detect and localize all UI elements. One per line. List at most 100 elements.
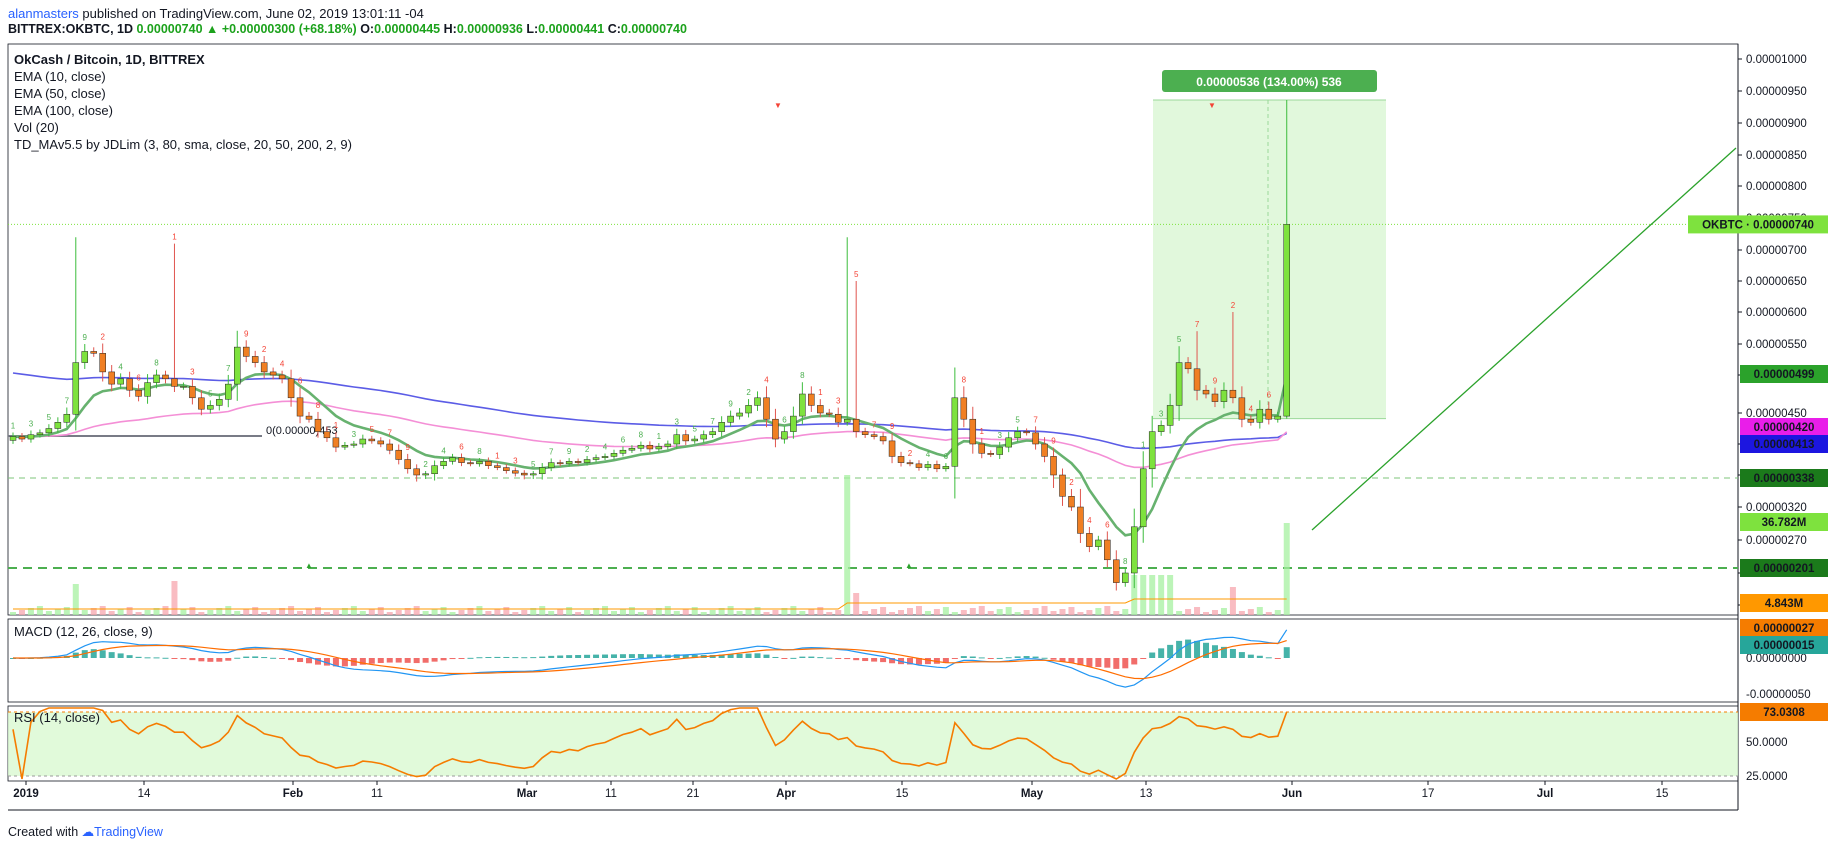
- macd-histogram-bar: [1194, 640, 1201, 658]
- macd-histogram-bar: [135, 656, 142, 658]
- td-count-label: 9: [1051, 437, 1056, 446]
- price-tick-label: 0.00000900: [1746, 118, 1807, 130]
- macd-histogram-bar: [521, 657, 528, 659]
- macd-histogram-bar: [1256, 655, 1263, 658]
- candle-body: [960, 397, 968, 420]
- candle-body: [521, 472, 528, 476]
- macd-histogram-bar: [243, 656, 250, 658]
- candle: [1265, 401, 1273, 425]
- candle-body: [458, 457, 465, 463]
- td-count-label: 4: [926, 450, 931, 459]
- td-count-label: 1: [495, 452, 500, 461]
- macd-histogram-bar: [341, 658, 348, 667]
- support-lower-price-label-bg: [1740, 559, 1828, 577]
- candle: [924, 460, 932, 471]
- volume-bar: [225, 606, 232, 615]
- candle-body: [45, 428, 53, 434]
- candle-body: [1122, 572, 1129, 583]
- ema50-price-label-text: 0.00000420: [1754, 422, 1815, 434]
- candle: [99, 343, 106, 382]
- candle-body: [180, 386, 187, 388]
- volume-bar: [54, 609, 61, 615]
- volume-bar: [512, 612, 519, 615]
- candle-body: [530, 473, 537, 476]
- legend-item: EMA (50, close): [14, 86, 106, 101]
- time-tick-label: 14: [138, 788, 151, 800]
- candle: [583, 455, 591, 466]
- tradingview-brand-link[interactable]: TradingView: [94, 825, 163, 839]
- candle-body: [565, 461, 573, 465]
- td-count-label: 6: [782, 415, 787, 424]
- volume-bar: [153, 608, 160, 615]
- volume-bar: [162, 606, 169, 615]
- candle-body: [601, 456, 609, 458]
- candle: [287, 369, 295, 407]
- candle: [628, 445, 636, 453]
- rsi-value-label-text: 73.0308: [1763, 707, 1805, 719]
- candle-body: [1175, 362, 1183, 406]
- author-link[interactable]: alanmasters: [8, 6, 79, 21]
- candle: [799, 382, 806, 425]
- volume-bar: [575, 612, 582, 615]
- candle: [1104, 531, 1111, 568]
- volume-bar: [548, 611, 555, 615]
- volume-bar: [521, 610, 528, 615]
- volume-bar: [297, 611, 304, 615]
- macd-histogram-bar: [323, 658, 330, 666]
- macd-histogram-bar: [772, 656, 779, 658]
- axes: 0.00001000 0.00000950 0.00000900 0.00000850…: [13, 54, 1828, 800]
- macd-histogram-bar: [557, 655, 564, 658]
- candle-body: [745, 405, 752, 414]
- macd-pane[interactable]: MACD (12, 26, close, 9): [10, 624, 1290, 688]
- td-count-label: 3: [352, 430, 357, 439]
- pane-border: [7, 618, 1739, 703]
- rsi-tick-label: 25.0000: [1746, 771, 1788, 783]
- open-value: 0.00000445: [374, 22, 441, 36]
- macd-histogram-bar: [1023, 656, 1030, 658]
- macd-histogram-bar: [754, 653, 761, 658]
- volume-bar: [978, 606, 985, 615]
- macd-histogram-bar: [790, 657, 797, 659]
- candle: [1014, 426, 1021, 443]
- volume-bar: [126, 607, 133, 615]
- publish-info: published on TradingView.com, June 02, 2…: [78, 6, 424, 21]
- rsi-value-label: 73.0308: [1740, 703, 1828, 721]
- td-count-label: 1: [334, 421, 339, 430]
- td-count-label: 7: [388, 428, 393, 437]
- candle: [521, 470, 528, 480]
- volume-bar: [566, 607, 573, 615]
- candle: [1166, 393, 1174, 434]
- td-count-label: 6: [1267, 391, 1272, 400]
- candle: [1086, 526, 1093, 553]
- volume-bar: [1167, 575, 1174, 615]
- rsi-pane[interactable]: RSI (14, close): [8, 707, 1738, 780]
- candle: [978, 438, 986, 459]
- time-tick-label: 21: [687, 788, 700, 800]
- candle-body: [969, 418, 977, 445]
- time-tick-label: 13: [1140, 788, 1153, 800]
- macd-histogram-bar: [584, 654, 591, 658]
- macd-histogram-bar: [1149, 652, 1156, 658]
- volume-bar: [1229, 587, 1236, 615]
- macd-histogram-bar: [476, 657, 483, 659]
- macd-histogram-bar: [153, 657, 160, 659]
- macd-histogram-bar: [907, 658, 913, 665]
- high-label: H:: [443, 22, 457, 36]
- td-marker-icon: ▼: [774, 101, 782, 110]
- candle-body: [1166, 405, 1174, 426]
- macd-histogram-bar: [575, 655, 582, 658]
- volume-bar: [880, 607, 887, 615]
- candle: [565, 458, 573, 467]
- support-upper-price-label: 0.00000338: [1740, 469, 1828, 487]
- price-tick-label: 0.00000320: [1746, 502, 1807, 514]
- candle: [1148, 415, 1156, 488]
- volume-bar: [36, 606, 43, 615]
- pane-border: [7, 43, 1739, 616]
- volume-bar: [288, 606, 295, 615]
- macd-histogram-bar: [1095, 658, 1102, 667]
- macd-histogram-bar: [915, 658, 922, 665]
- macd-histogram-bar: [682, 654, 689, 658]
- macd-histogram-bar: [1068, 658, 1075, 663]
